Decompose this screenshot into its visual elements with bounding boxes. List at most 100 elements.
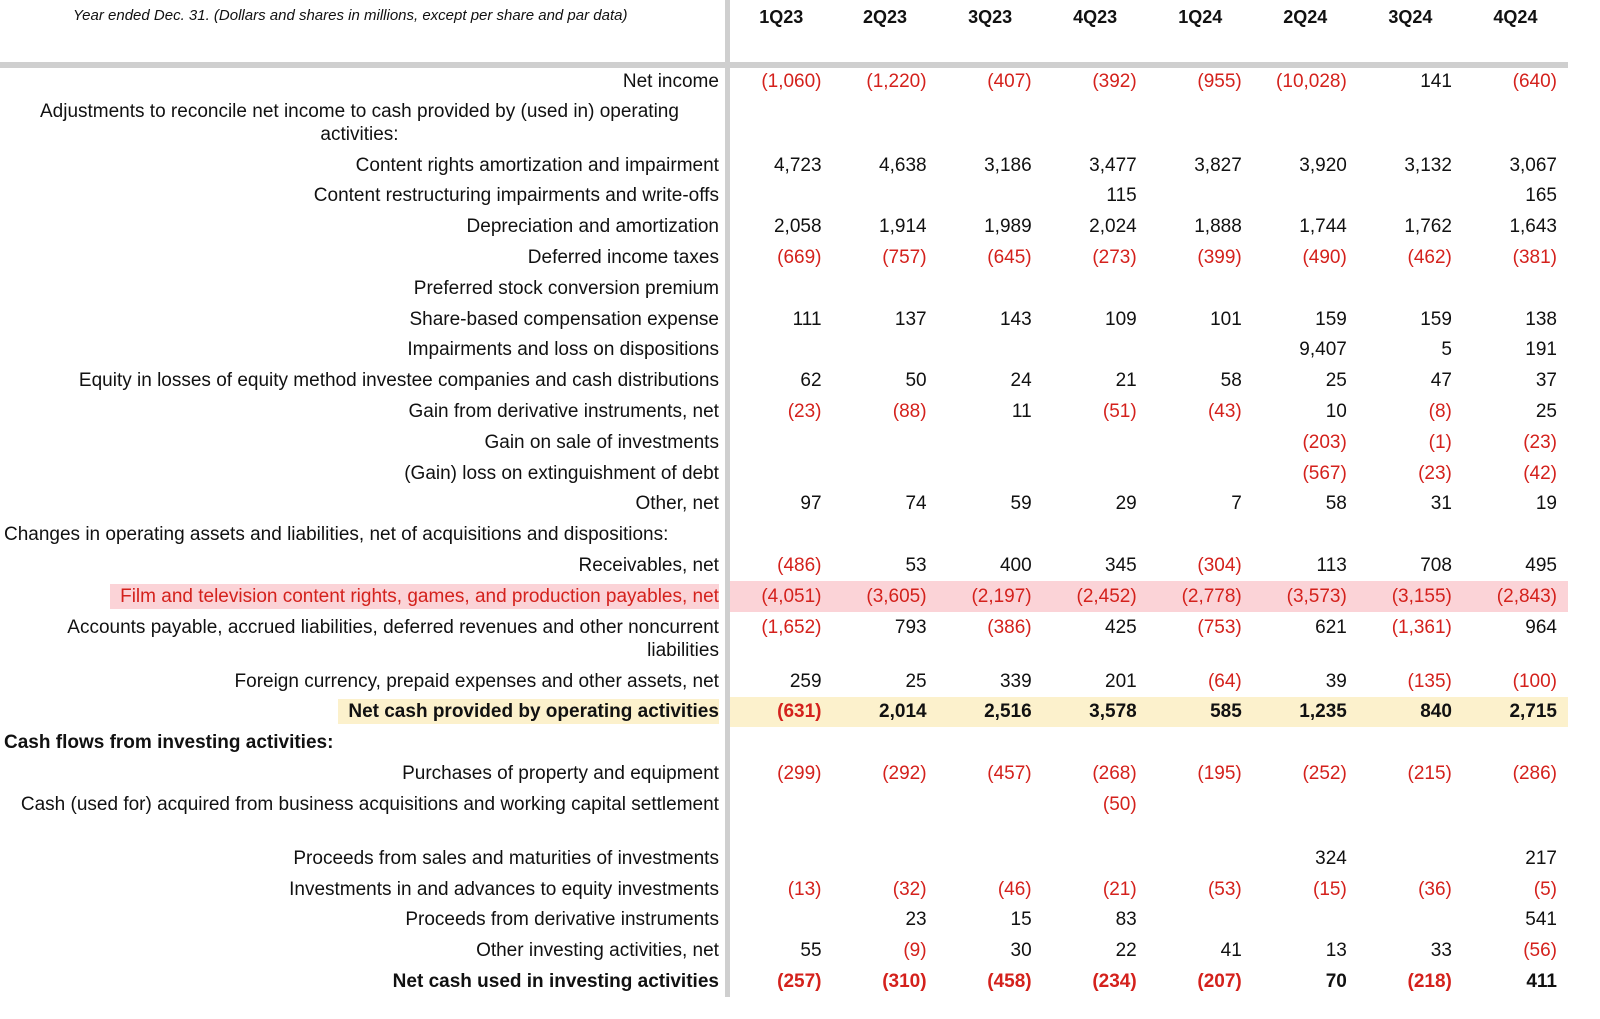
value-cell [1148, 905, 1253, 936]
value-cell: 324 [1315, 847, 1347, 869]
value-cell: 25 [1535, 401, 1557, 423]
value-cell: (955) [1197, 71, 1242, 93]
value-cell: (257) [777, 971, 822, 993]
value-cell: 97 [800, 493, 822, 515]
table-row: Gain on sale of investments (203) (1) (23) [0, 426, 1568, 458]
row-label: Gain on sale of investments [484, 431, 719, 453]
value-cell: 1,744 [1299, 216, 1347, 238]
value-cell: (2,778) [1147, 580, 1253, 612]
value-cell: (486) [777, 555, 822, 577]
value-cell: 74 [905, 493, 927, 515]
value-cell: 3,477 [1089, 154, 1137, 176]
value-cell: (252) [1302, 763, 1347, 785]
table-row: Investments in and advances to equity in… [0, 873, 1568, 905]
row-label-cell: Accounts payable, accrued liabilities, d… [0, 611, 730, 666]
value-cell: 4,723 [773, 154, 822, 176]
value-cell [938, 519, 1043, 550]
row-label-cell: Content rights amortization and impairme… [0, 149, 730, 181]
row-label-cell: Purchases of property and equipment [0, 758, 730, 789]
row-label: Changes in operating assets and liabilit… [4, 524, 669, 546]
value-cell: (1,060) [761, 71, 822, 93]
value-cell: (32) [892, 878, 927, 900]
value-cell: (458) [987, 971, 1032, 993]
value-cell: 585 [1147, 696, 1253, 728]
value-cell [1358, 789, 1463, 843]
table-row: Impairments and loss on dispositions 9,40… [0, 334, 1568, 366]
value-cell: 30 [1010, 940, 1032, 962]
row-label-cell: Proceeds from sales and maturities of in… [0, 842, 730, 874]
value-cell: 201 [1105, 670, 1137, 692]
value-cell: (669) [777, 247, 822, 269]
value-cell: (9) [903, 940, 927, 962]
value-cell [1148, 181, 1253, 212]
value-cell [727, 181, 832, 212]
value-cell: 3,827 [1194, 154, 1242, 176]
column-header: 4Q23 [1042, 0, 1148, 68]
value-cell [1043, 843, 1148, 874]
table-row: Net cash used in investing activities (25… [0, 966, 1568, 997]
value-cell: 115 [1106, 185, 1137, 207]
row-label-cell: Gain from derivative instruments, net [0, 396, 730, 427]
table-row: Film and television content rights, game… [0, 580, 1568, 612]
value-cell: 31 [1430, 493, 1452, 515]
value-cell: 411 [1526, 971, 1557, 993]
value-cell: (286) [1512, 763, 1557, 785]
row-label: Net cash provided by operating activitie… [338, 699, 719, 725]
value-cell: (462) [1407, 247, 1452, 269]
table-row: Equity in losses of equity method invest… [0, 365, 1568, 397]
value-cell: 39 [1325, 670, 1347, 692]
value-cell: (631) [727, 696, 833, 728]
value-cell [833, 519, 938, 550]
row-label: Accounts payable, accrued liabilities, d… [67, 616, 719, 661]
value-cell: (1,220) [866, 71, 927, 93]
value-cell: (3,573) [1252, 580, 1358, 612]
value-cell: (268) [1092, 763, 1137, 785]
row-label: Net cash used in investing activities [392, 971, 719, 993]
value-cell: 3,578 [1042, 696, 1148, 728]
value-cell: (46) [997, 878, 1032, 900]
value-cell: 37 [1535, 370, 1557, 392]
value-cell: (3,155) [1357, 580, 1463, 612]
row-label-cell: Adjustments to reconcile net income to c… [0, 95, 730, 150]
value-cell: 58 [1220, 370, 1242, 392]
row-label: Content rights amortization and impairme… [355, 154, 719, 176]
cash-flow-table: Year ended Dec. 31. (Dollars and shares … [0, 0, 1568, 997]
value-cell: (42) [1523, 462, 1557, 484]
value-cell [938, 458, 1043, 489]
row-label-cell: Net cash provided by operating activitie… [0, 696, 730, 728]
row-label-cell: Foreign currency, prepaid expenses and o… [0, 665, 730, 697]
value-cell: 495 [1525, 555, 1557, 577]
value-cell: 23 [905, 909, 927, 931]
value-cell [1043, 519, 1148, 550]
value-cell [1148, 458, 1253, 489]
value-cell [727, 335, 832, 366]
value-cell: 1,989 [984, 216, 1032, 238]
value-cell [1358, 519, 1463, 550]
value-cell: 1,762 [1404, 216, 1452, 238]
value-cell: 22 [1115, 940, 1137, 962]
value-cell: 541 [1525, 909, 1557, 931]
value-cell: 159 [1420, 308, 1452, 330]
value-cell [1358, 905, 1463, 936]
table-row: Cash flows from investing activities: [0, 727, 1568, 759]
value-cell: (43) [1207, 401, 1242, 423]
value-cell: (51) [1102, 401, 1137, 423]
value-cell: 143 [999, 308, 1032, 330]
value-cell: (753) [1197, 616, 1242, 638]
row-label: Equity in losses of equity method invest… [78, 370, 719, 392]
value-cell [938, 335, 1043, 366]
row-label: Cash (used for) acquired from business a… [20, 793, 719, 815]
value-cell: (1,361) [1391, 616, 1452, 638]
column-header: 3Q24 [1357, 0, 1463, 68]
value-cell: 2,516 [937, 696, 1043, 728]
column-header: 4Q24 [1462, 0, 1568, 68]
column-header: 1Q24 [1147, 0, 1253, 68]
row-label: Foreign currency, prepaid expenses and o… [234, 670, 719, 692]
value-cell [1463, 789, 1568, 843]
table-row: Other, net 97 74 59 29 7 58 31 19 [0, 488, 1568, 520]
value-cell: 708 [1420, 555, 1452, 577]
value-cell [833, 273, 938, 304]
table-row: Share-based compensation expense 111 137 14… [0, 303, 1568, 335]
row-label-cell: Proceeds from derivative instruments [0, 904, 730, 936]
